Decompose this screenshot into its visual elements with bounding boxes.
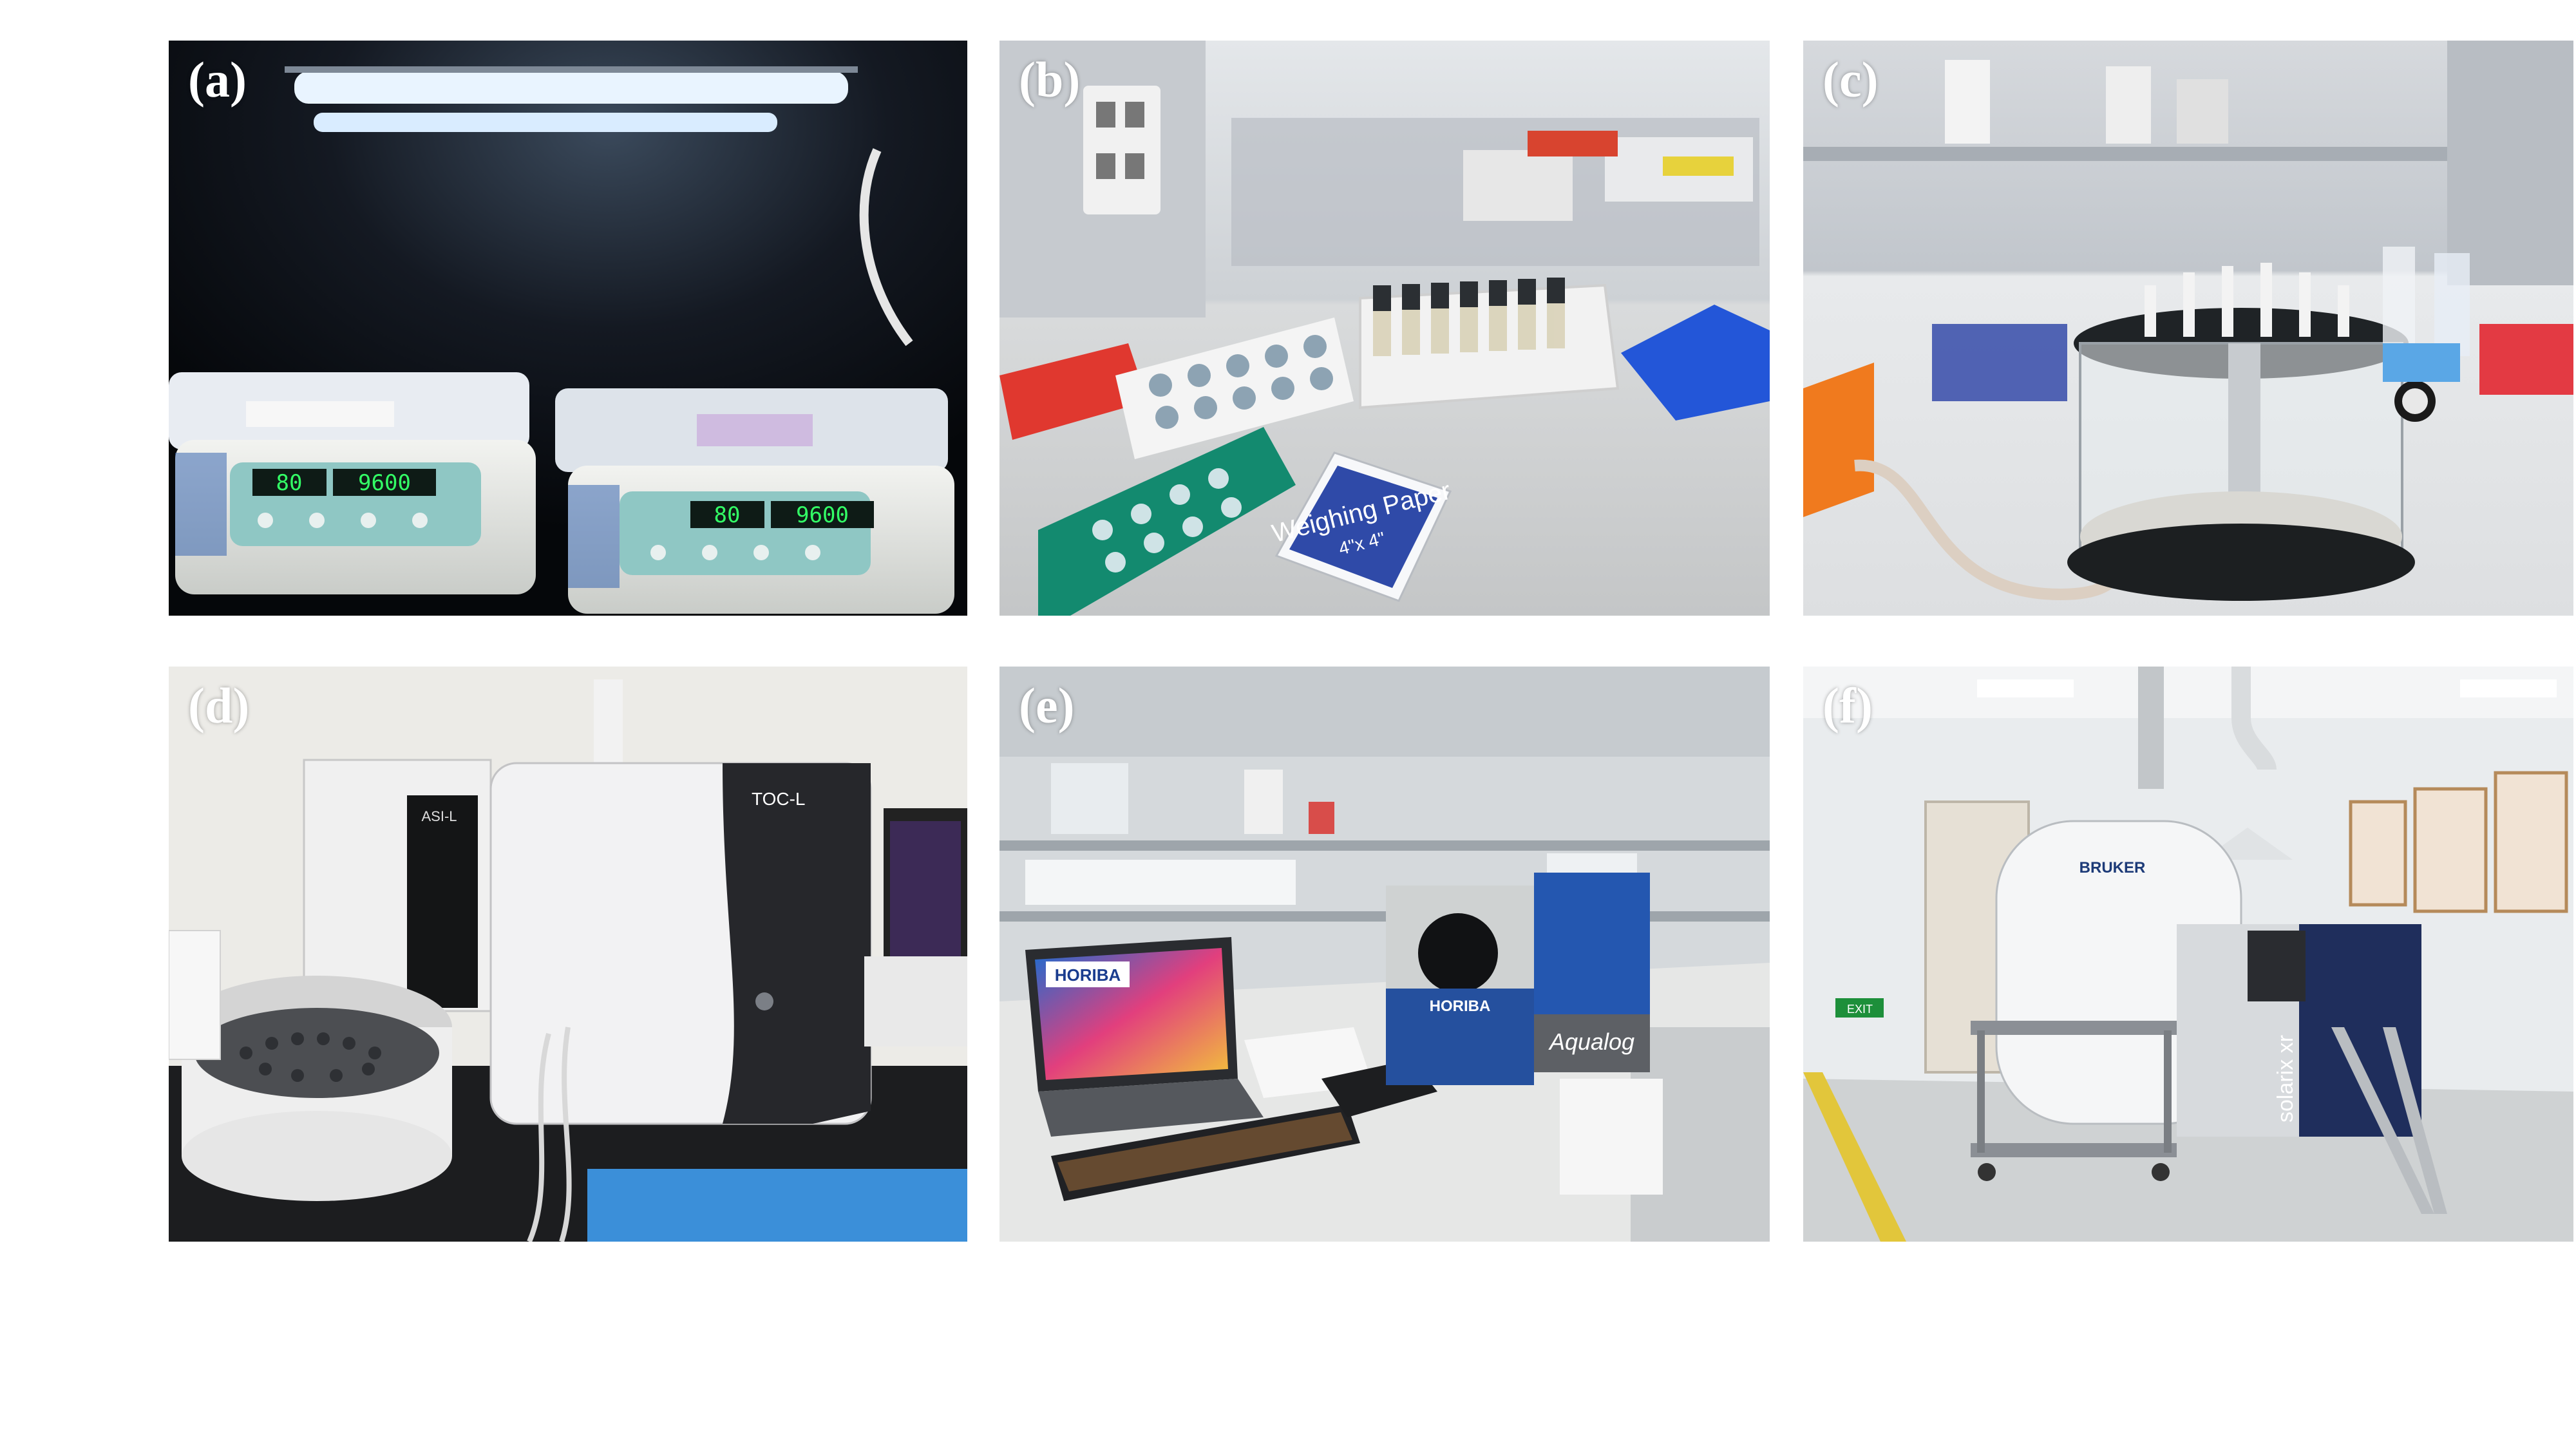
display-2: 9600 <box>358 470 411 496</box>
instrument-brand: HORIBA <box>1430 998 1491 1015</box>
panel-label-c: (c) <box>1823 52 1879 108</box>
ft-icr-mass-spectrometer-photo: EXIT BRUKER solarix xr <box>1803 667 2573 1242</box>
panel-label-b: (b) <box>1019 52 1081 108</box>
vacuum-filtration-chamber-photo <box>1803 41 2573 616</box>
panel-e: HORIBA HORIBA Aqualog (e) <box>999 667 1770 1242</box>
toc-brand: TOC-L <box>752 789 806 809</box>
panel-label-f: (f) <box>1823 677 1873 734</box>
panel-b: Weighing Paper 4"x 4" (b) <box>999 41 1770 616</box>
panel-label-d: (d) <box>188 677 250 734</box>
panel-f: EXIT BRUKER solarix xr <box>1803 667 2573 1242</box>
screen-brand: HORIBA <box>1055 965 1121 985</box>
shaker-incubator-photo: 80 9600 80 9600 <box>169 41 967 616</box>
magnet-brand: BRUKER <box>2079 859 2146 876</box>
instrument-model: Aqualog <box>1548 1028 1634 1055</box>
panel-label-a: (a) <box>188 52 247 108</box>
display-3: 80 <box>714 502 741 528</box>
exit-sign: EXIT <box>1847 1003 1873 1016</box>
display-4: 9600 <box>796 502 849 528</box>
panel-a: 80 9600 80 9600 (a) <box>169 41 967 616</box>
panel-d: ASI-L TOC-L (d) <box>169 667 967 1242</box>
display-1: 80 <box>276 470 303 496</box>
fluorescence-spectrometer-photo: HORIBA HORIBA Aqualog <box>999 667 1770 1242</box>
toc-analyzer-photo: ASI-L TOC-L <box>169 667 967 1242</box>
instrument-model: solarix xr <box>2273 1035 2298 1122</box>
sampler-label: ASI-L <box>421 808 457 824</box>
panel-label-e: (e) <box>1019 677 1075 734</box>
vial-rack-bench-photo: Weighing Paper 4"x 4" <box>999 41 1770 616</box>
panel-c: (c) <box>1803 41 2573 616</box>
